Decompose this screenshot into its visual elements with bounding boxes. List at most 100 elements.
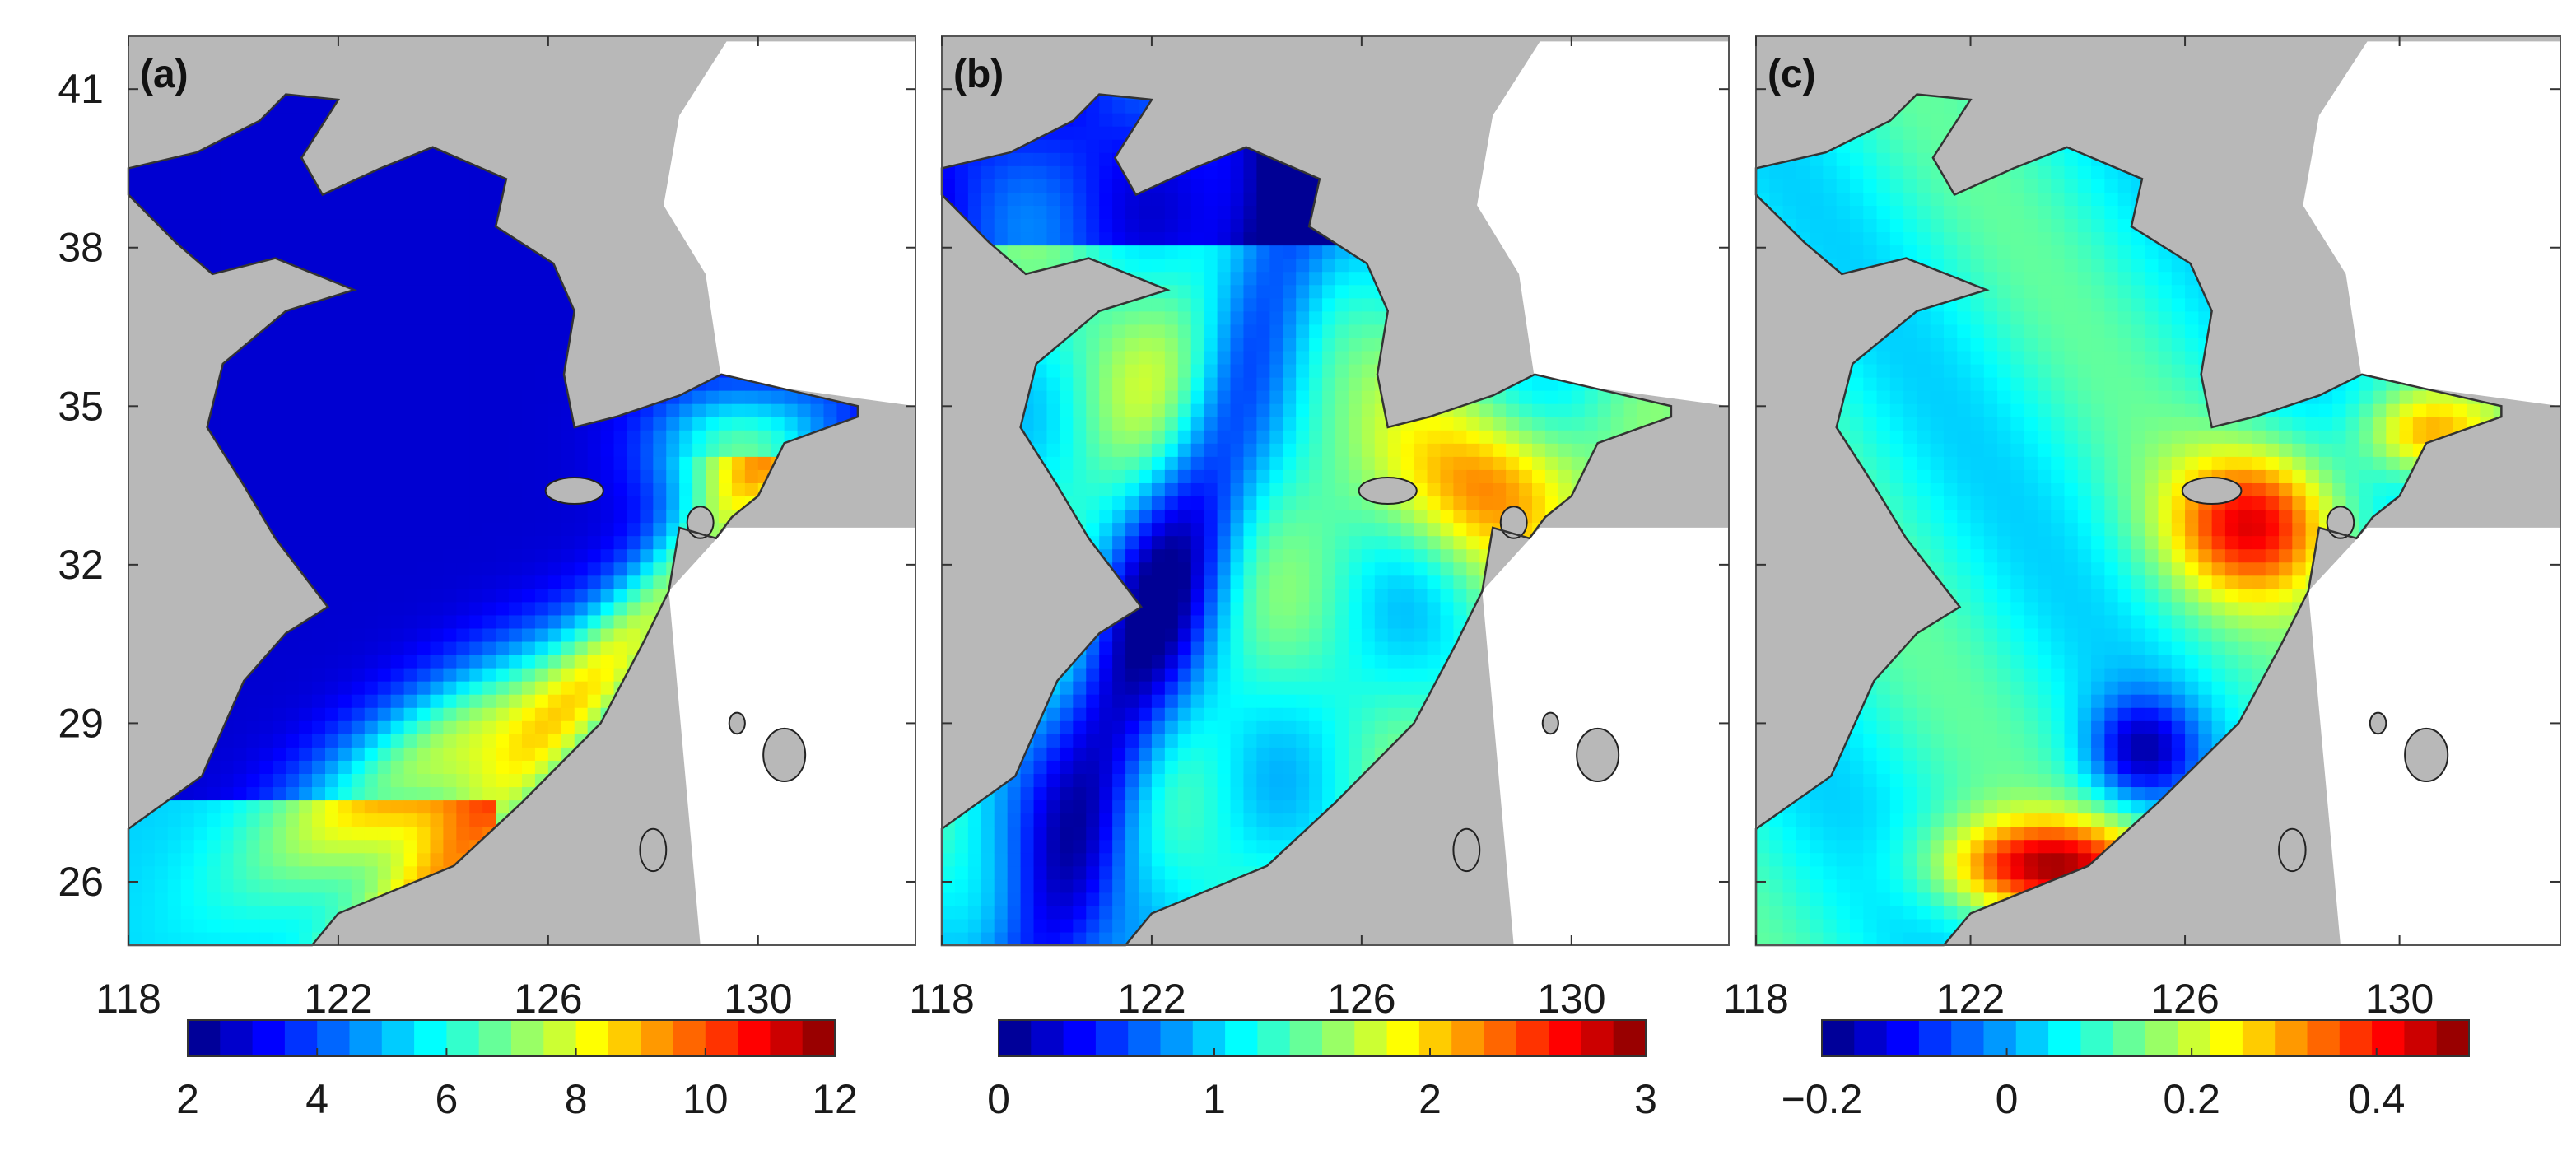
heatmap-cell	[351, 179, 366, 193]
heatmap-cell	[522, 562, 536, 576]
heatmap-cell	[522, 469, 536, 483]
heatmap-cell	[561, 601, 575, 616]
heatmap-cell	[273, 509, 286, 524]
heatmap-cell	[390, 324, 405, 338]
heatmap-cell	[496, 601, 510, 616]
heatmap-cell	[1112, 799, 1126, 814]
heatmap-cell	[1033, 390, 1048, 404]
heatmap-cell	[1073, 430, 1087, 444]
heatmap-cell	[1086, 865, 1100, 880]
heatmap-cell	[469, 205, 483, 220]
heatmap-cell	[482, 350, 496, 365]
heatmap-cell	[351, 588, 366, 603]
heatmap-cell	[259, 878, 273, 893]
heatmap-cell	[207, 205, 221, 220]
heatmap-cell	[417, 205, 431, 220]
heatmap-cell	[259, 337, 273, 352]
heatmap-cell	[640, 588, 654, 603]
heatmap-cell	[1139, 773, 1153, 788]
heatmap-cell	[364, 826, 379, 841]
heatmap-cell	[469, 258, 483, 273]
heatmap-cell	[1125, 720, 1139, 734]
heatmap-cell	[417, 258, 431, 273]
heatmap-cell	[706, 469, 720, 483]
heatmap-cell	[417, 192, 431, 206]
heatmap-cell	[1139, 205, 1153, 220]
heatmap-cell	[390, 430, 405, 444]
heatmap-cell	[1099, 126, 1113, 140]
heatmap-cell	[456, 310, 470, 325]
heatmap-cell	[1151, 218, 1166, 233]
heatmap-cell	[456, 443, 470, 457]
heatmap-cell	[547, 509, 562, 524]
heatmap-cell	[522, 734, 536, 748]
heatmap-cell	[403, 654, 418, 669]
heatmap-cell	[1046, 363, 1060, 378]
heatmap-cell	[1099, 720, 1113, 734]
heatmap-cell	[1125, 337, 1139, 352]
heatmap-cell	[1099, 681, 1113, 695]
heatmap-cell	[443, 747, 457, 761]
heatmap-cell	[482, 535, 496, 550]
heatmap-cell	[1060, 694, 1074, 708]
colorbar-tick-label: 8	[565, 1076, 588, 1122]
heatmap-cell	[994, 192, 1009, 206]
heatmap-cell	[1099, 469, 1113, 483]
heatmap-cell	[312, 720, 326, 734]
heatmap-cell	[547, 548, 562, 563]
heatmap-cell	[154, 205, 169, 220]
heatmap-cell	[1112, 786, 1126, 801]
heatmap-cell	[220, 245, 235, 259]
heatmap-cell	[1125, 535, 1139, 550]
heatmap-cell	[509, 297, 523, 312]
heatmap-cell	[193, 179, 208, 193]
coastline	[127, 93, 859, 947]
heatmap-cell	[273, 734, 286, 748]
heatmap-cell	[1099, 390, 1113, 404]
heatmap-cell	[312, 337, 326, 352]
heatmap-cell	[640, 430, 654, 444]
heatmap-cell	[509, 390, 523, 404]
heatmap-cell	[613, 430, 628, 444]
heatmap-cell	[1139, 734, 1153, 748]
heatmap-cell	[390, 496, 405, 510]
heatmap-cell	[193, 852, 208, 867]
heatmap-cell	[1112, 377, 1126, 391]
heatmap-cell	[417, 363, 431, 378]
heatmap-cell	[1125, 668, 1139, 682]
heatmap-cell	[167, 165, 182, 179]
heatmap-cell	[1060, 139, 1074, 153]
heatmap-cell	[233, 152, 247, 166]
heatmap-cell	[954, 179, 969, 193]
heatmap-cell	[338, 218, 352, 233]
heatmap-cell	[640, 496, 654, 510]
heatmap-cell	[207, 799, 221, 814]
heatmap-cell	[1046, 456, 1060, 470]
heatmap-cell	[312, 826, 326, 841]
heatmap-cell	[706, 456, 720, 470]
heatmap-cell	[351, 205, 366, 220]
heatmap-cell	[1086, 694, 1100, 708]
heatmap-cell	[1033, 905, 1048, 920]
heatmap-cell	[1020, 205, 1035, 220]
heatmap-cell	[496, 403, 510, 417]
heatmap-cell	[547, 377, 562, 391]
heatmap-cell	[246, 152, 260, 166]
heatmap-cell	[640, 482, 654, 497]
heatmap-cell	[1099, 456, 1113, 470]
heatmap-cell	[1139, 641, 1153, 655]
heatmap-cell	[273, 165, 286, 179]
heatmap-cell	[1099, 839, 1113, 854]
heatmap-cell	[390, 337, 405, 352]
heatmap-cell	[482, 403, 496, 417]
heatmap-cell	[482, 496, 496, 510]
heatmap-cell	[180, 878, 195, 893]
heatmap-cell	[469, 826, 483, 841]
heatmap-cell	[233, 231, 247, 246]
heatmap-cell	[509, 668, 523, 682]
heatmap-cell	[233, 377, 247, 391]
heatmap-cell	[312, 654, 326, 669]
heatmap-cell	[403, 482, 418, 497]
colorbar-segment	[511, 1020, 544, 1056]
heatmap-cell	[273, 337, 286, 352]
